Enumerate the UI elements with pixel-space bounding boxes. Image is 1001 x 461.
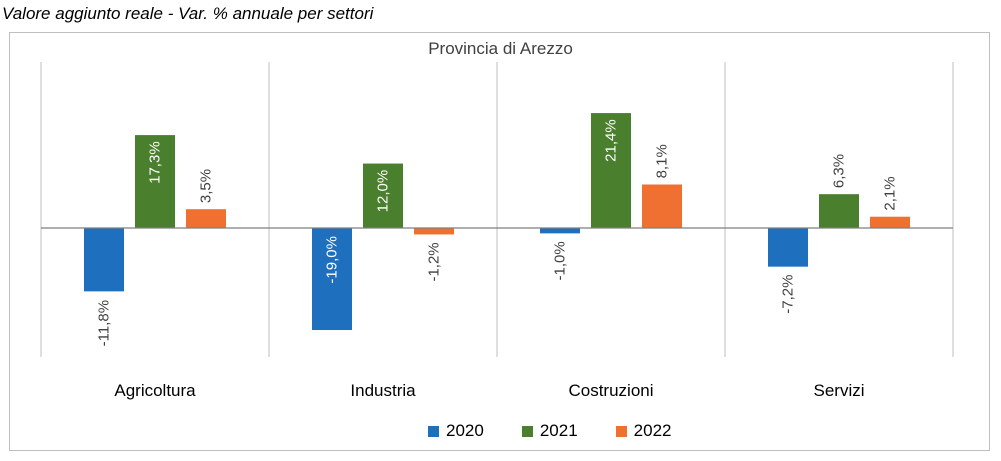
legend-swatch-2021	[521, 425, 533, 437]
legend-item-2020: 2020	[428, 421, 484, 441]
data-label-2020-agricoltura: -11,8%	[96, 300, 113, 346]
bar-2022-costruzioni	[642, 184, 682, 228]
legend-item-2022: 2022	[615, 421, 672, 441]
data-label-2022-servizi: 2,1%	[882, 176, 899, 210]
legend: 2020 2021 2022	[428, 421, 709, 441]
legend-label-2021: 2021	[539, 421, 578, 440]
bar-2020-costruzioni	[540, 228, 580, 234]
caption: Valore aggiunto reale - Var. % annuale p…	[2, 4, 374, 23]
data-label-2021-agricoltura: 17,3%	[147, 141, 164, 184]
legend-label-2022: 2022	[633, 421, 672, 440]
data-label-2020-industria: -19,0%	[324, 236, 341, 284]
bar-2020-servizi	[768, 228, 808, 267]
bar-2022-servizi	[870, 216, 910, 228]
legend-swatch-2022	[615, 425, 627, 437]
category-label-agricoltura: Agricoltura	[114, 381, 196, 400]
data-label-2022-costruzioni: 8,1%	[654, 144, 671, 178]
data-label-2021-servizi: 6,3%	[831, 154, 848, 188]
legend-swatch-2020	[428, 425, 439, 437]
category-label-servizi: Servizi	[813, 381, 864, 400]
bar-2022-agricoltura	[186, 209, 226, 228]
legend-label-2020: 2020	[446, 421, 484, 440]
data-label-2020-servizi: -7,2%	[780, 275, 797, 314]
bar-2021-costruzioni	[591, 113, 631, 228]
legend-item-2021: 2021	[521, 421, 578, 441]
bar-2021-agricoltura	[135, 135, 175, 228]
data-label-2021-industria: 12,0%	[375, 170, 392, 213]
data-label-2020-costruzioni: -1,0%	[552, 241, 569, 280]
chart-title: Provincia di Arezzo	[428, 39, 573, 58]
bar-2021-servizi	[819, 194, 859, 228]
bar-2020-agricoltura	[84, 228, 124, 292]
data-label-2022-industria: -1,2%	[426, 242, 443, 281]
category-label-costruzioni: Costruzioni	[568, 381, 653, 400]
bar-2020-industria	[312, 228, 352, 331]
chart-frame	[9, 32, 990, 451]
bar-2022-industria	[414, 228, 454, 235]
data-label-2022-agricoltura: 3,5%	[198, 169, 215, 203]
bar-2021-industria	[363, 163, 403, 228]
data-label-2021-costruzioni: 21,4%	[603, 119, 620, 162]
category-label-industria: Industria	[350, 381, 416, 400]
